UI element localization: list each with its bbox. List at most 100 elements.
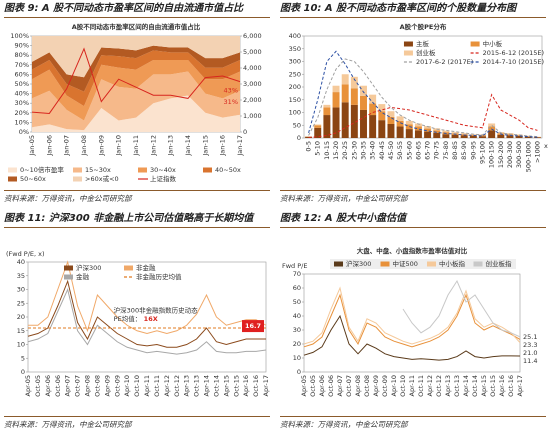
chart-title: A股不同动态市盈率区间的自由流通市值占比	[72, 22, 201, 31]
x-tick-label: Oct-10	[399, 375, 407, 397]
bar-segment	[506, 134, 514, 136]
x-tick-label: >1000	[533, 141, 541, 163]
legend-label: 中证500	[393, 259, 418, 268]
y-tick-label: 15	[17, 327, 25, 335]
bar-segment	[387, 116, 395, 124]
legend-label: 0~10倍市盈率	[20, 165, 64, 174]
series-line	[303, 314, 521, 361]
bar-segment	[460, 135, 468, 138]
bar-segment	[341, 74, 349, 85]
legend-label: >60x或<0	[85, 174, 119, 183]
x-tick-label: Oct-11	[417, 375, 425, 397]
x-tick-label: Oct-13	[193, 375, 201, 397]
bar-segment	[332, 85, 340, 93]
legend-label: 2017-6-2 (2017E)	[416, 58, 473, 66]
plot-frame	[303, 273, 521, 373]
bar-segment	[506, 133, 514, 135]
x-tick-label: Apr-06	[44, 375, 52, 396]
x-tick-label: Oct-12	[173, 375, 181, 397]
y-tick-label: 100	[289, 109, 301, 117]
bar-segment	[350, 104, 358, 138]
legend-label: 15~30x	[85, 166, 111, 174]
legend-label: 30~40x	[150, 166, 176, 174]
x-tick-label: 50-55	[396, 141, 404, 160]
x-tick-label: Apr-13	[183, 375, 191, 396]
area-layer	[32, 71, 240, 131]
y2-tick-label: 5,000	[243, 48, 262, 56]
x-tick-label: Apr-11	[408, 375, 416, 396]
bar-segment	[350, 76, 358, 89]
bar-segment	[424, 126, 432, 129]
y2-tick-label: 3,000	[243, 80, 262, 88]
x-tick-label: Oct-11	[153, 375, 161, 397]
y-tick-label: 30%	[15, 99, 29, 107]
x-tick-label: Apr-10	[123, 375, 131, 396]
y-tick-label: 20%	[15, 109, 29, 117]
x-tick-label: 80-85	[451, 141, 459, 160]
bar-segment	[442, 130, 450, 133]
x-tick-label: Oct-10	[133, 375, 141, 397]
end-label: 11.4	[523, 357, 537, 365]
bar-segment	[369, 115, 377, 138]
annotation: 31%	[224, 98, 238, 106]
figure-title: 图表 12: A 股大中小盘估值	[280, 212, 546, 228]
x-tick-label: 40-45	[378, 141, 386, 160]
x-tick-label: 70-75	[433, 141, 441, 160]
legend-label: 40~50x	[215, 166, 241, 174]
x-tick-label: 15-20	[332, 141, 340, 160]
y-tick-label: 0	[21, 368, 25, 376]
y-tick-label: 90%	[15, 42, 29, 50]
x-tick-label: Apr-14	[462, 375, 470, 396]
y2-tick-label: 4,000	[243, 64, 262, 72]
annotation-highlight: 16X	[144, 315, 158, 323]
x-tick-label: Oct-15	[232, 375, 240, 397]
bar-segment	[433, 132, 441, 138]
y-tick-label: 10	[293, 354, 301, 362]
bar-segment	[414, 126, 422, 131]
legend-label: 50~60x	[20, 175, 46, 183]
y-tick-label: 70%	[15, 61, 29, 69]
chart: 0 5 10 15 20 25 30 35 40 Apr-05 Oct-05 Apr-06 Oct-06…	[6, 250, 270, 397]
legend-label: 非金融	[136, 263, 156, 272]
x-tick-label: Apr-08	[84, 375, 92, 396]
y-tick-label: 0	[297, 368, 301, 376]
bar-segment	[332, 92, 340, 108]
x-tick-label: 65-70	[424, 141, 432, 160]
source-note: 资料来源：万得资讯，中金公司研究部	[280, 416, 546, 430]
x-tick-label: Oct-15	[489, 375, 497, 397]
bar-segment	[314, 124, 322, 126]
legend-label: 中小板指	[439, 259, 466, 268]
x-tick-label: Apr-16	[242, 375, 250, 396]
bar-segment	[314, 125, 322, 128]
x-tick-label: 500-1000	[524, 141, 532, 172]
bar-segment	[360, 95, 367, 110]
legend-swatch	[73, 176, 82, 182]
bar-segment	[469, 135, 477, 138]
bar-segment	[387, 111, 395, 117]
series-line	[27, 287, 267, 355]
bar-segment	[515, 135, 523, 138]
x-tick-label: Jan-05	[28, 135, 36, 157]
x-tick-label: Apr-12	[163, 375, 171, 396]
x-tick-label: 25-30	[350, 141, 358, 160]
x-tick-label: Oct-08	[363, 375, 371, 397]
x-tick-label: Apr-09	[372, 375, 380, 396]
legend-swatch	[470, 41, 480, 47]
legend-label: 中小板	[483, 39, 503, 48]
x-tick-label: Jan-10	[115, 135, 123, 157]
chart-title: 大盘、中盘、小盘指数市盈率估值对比	[357, 246, 468, 255]
x-tick-label: Jan-14	[184, 135, 192, 157]
legend-swatch	[64, 274, 73, 280]
y-tick-label: 250	[289, 70, 301, 78]
bar-segment	[332, 107, 340, 138]
legend-label: 金融	[76, 272, 90, 281]
bar-segment	[350, 88, 358, 105]
x-tick-label: 45-50	[387, 141, 395, 160]
bar-segment	[460, 133, 468, 135]
annotation: PE均值：	[114, 314, 142, 323]
y-tick-label: 10	[17, 341, 25, 349]
bar-segment	[533, 137, 541, 138]
bar-segment	[488, 126, 496, 131]
y-tick-label: 40	[293, 312, 301, 320]
